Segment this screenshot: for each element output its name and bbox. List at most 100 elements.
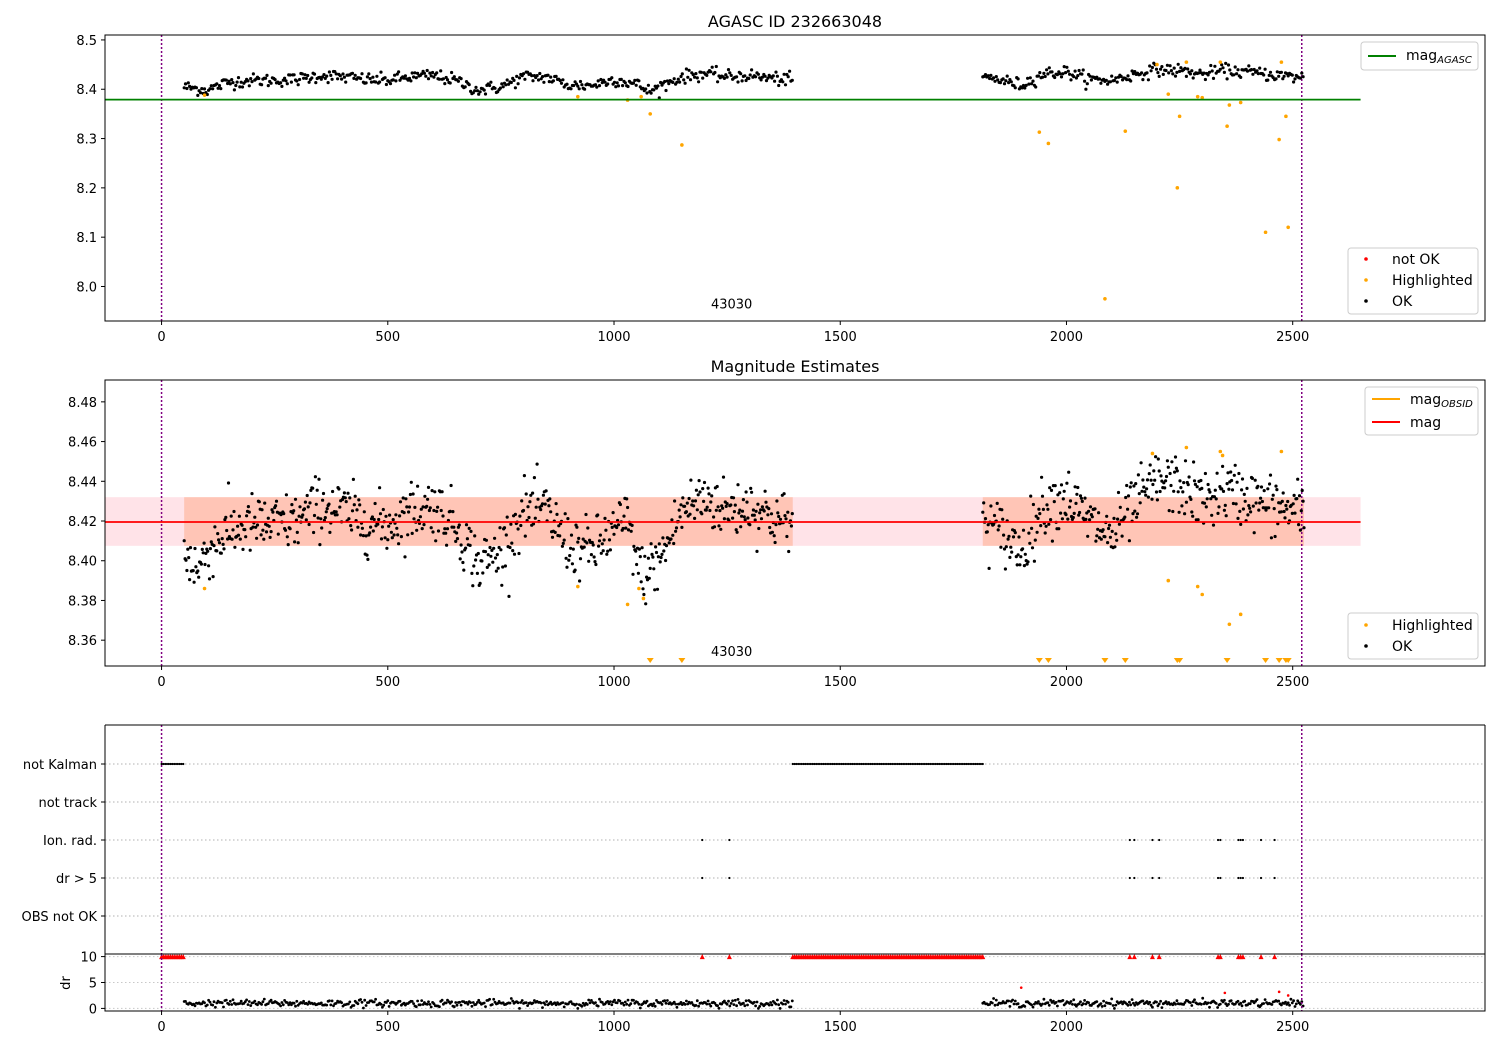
p3-flag-point bbox=[950, 762, 954, 766]
p2-ok-point bbox=[584, 512, 588, 517]
p4-dr-ok-point bbox=[1133, 1003, 1137, 1007]
p4-dr-ok-point bbox=[208, 1000, 212, 1004]
p2-ok-point bbox=[1058, 491, 1062, 495]
p4-dr-ok-point bbox=[784, 1002, 787, 1006]
p4-dr-ok-point bbox=[509, 997, 513, 1000]
p2-ok-point bbox=[987, 566, 991, 571]
p1-ok-point bbox=[1050, 70, 1054, 74]
p4-dr-capped-marker bbox=[699, 954, 705, 960]
p2-ok-point bbox=[308, 501, 312, 505]
p1-ok-point bbox=[994, 75, 998, 79]
p4-dr-ok-point bbox=[585, 1003, 589, 1006]
p4-dr-ok-point bbox=[292, 1001, 296, 1005]
p2-ok-point bbox=[191, 569, 195, 573]
p2-ok-point bbox=[680, 525, 684, 530]
p3-flag-point bbox=[169, 762, 172, 766]
p1-ok-point bbox=[303, 73, 307, 77]
p4-dr-ok-point bbox=[262, 997, 266, 1001]
p1-ok-point bbox=[402, 76, 406, 80]
p1-ok-point bbox=[1133, 70, 1137, 74]
p2-ok-point bbox=[404, 497, 408, 501]
p1-ok-point bbox=[483, 92, 488, 96]
p1-ok-point bbox=[551, 79, 556, 83]
p2-ok-point bbox=[1108, 535, 1112, 539]
p2-ok-point bbox=[528, 500, 532, 504]
p2-ok-point bbox=[1171, 509, 1175, 514]
p2-ok-point bbox=[706, 486, 710, 490]
p3-flag-point bbox=[976, 762, 979, 766]
p3-flag-point bbox=[900, 762, 903, 766]
p4-dr-ok-point bbox=[420, 999, 424, 1002]
p2-ok-point bbox=[267, 524, 271, 528]
p4-dr-ok-point bbox=[767, 1003, 771, 1007]
p3-flag-point bbox=[701, 876, 704, 880]
p2-ok-point bbox=[1154, 490, 1159, 494]
p3-flag-point bbox=[1151, 876, 1154, 880]
p2-ok-point bbox=[1190, 510, 1194, 514]
p3-flag-point bbox=[941, 762, 945, 766]
p1-ok-point bbox=[679, 74, 683, 79]
p1-ok-point bbox=[412, 75, 416, 79]
p2-legend-line-label: mag bbox=[1410, 415, 1441, 431]
p2-ok-point bbox=[578, 579, 582, 583]
p3-flag-point bbox=[916, 762, 919, 766]
p2-ok-point bbox=[240, 523, 244, 527]
p1-ok-point bbox=[1040, 75, 1045, 79]
p1-ok-point bbox=[306, 73, 310, 78]
p4-dr-ok-point bbox=[402, 1001, 406, 1005]
p2-ok-point bbox=[461, 560, 465, 565]
p2-ok-point bbox=[224, 515, 228, 520]
p4-dr-ok-point bbox=[1296, 999, 1300, 1003]
p1-ok-point bbox=[603, 80, 607, 84]
p2-ok-point bbox=[303, 500, 307, 504]
p2-ok-point bbox=[1116, 517, 1120, 521]
p3-flag-point bbox=[902, 762, 905, 766]
p2-ok-point bbox=[194, 565, 198, 569]
p1-ok-point bbox=[334, 72, 338, 76]
p1-ok-point bbox=[188, 84, 192, 88]
p4-dr-ok-point bbox=[782, 999, 786, 1002]
p2-ok-point bbox=[325, 507, 329, 511]
p3-flag-point bbox=[818, 762, 821, 766]
p2-ok-point bbox=[196, 569, 200, 573]
p2-highlighted-below-marker bbox=[1262, 658, 1270, 663]
p2-ok-point bbox=[651, 555, 655, 559]
p1-ok-point bbox=[1268, 70, 1273, 74]
p2-ok-point bbox=[691, 499, 695, 503]
p1-ok-point bbox=[1148, 64, 1152, 68]
p2-ok-point bbox=[715, 484, 719, 489]
p2-ok-point bbox=[1302, 526, 1306, 530]
p2-ok-point bbox=[1259, 485, 1264, 489]
p1-ok-point bbox=[403, 74, 407, 78]
p1-ok-point bbox=[1171, 72, 1175, 76]
p3-flag-point bbox=[840, 762, 843, 766]
p2-ok-point bbox=[473, 534, 477, 538]
p1-ok-point bbox=[1285, 72, 1289, 76]
p2-ok-point bbox=[1067, 470, 1071, 474]
p1-ok-point bbox=[359, 76, 363, 81]
p1-ok-point bbox=[728, 71, 732, 75]
p1-ok-point bbox=[1286, 74, 1290, 78]
p4-dr-ok-point bbox=[683, 1003, 687, 1006]
p2-ok-point bbox=[259, 533, 263, 537]
p4-dr-ok-point bbox=[477, 998, 481, 1002]
p1-ok-point bbox=[750, 68, 754, 72]
p4-dr-ok-point bbox=[516, 1001, 520, 1005]
p3-flag-point bbox=[911, 762, 914, 766]
p2-ok-point bbox=[496, 566, 500, 570]
p4-dr-capped-marker bbox=[1156, 954, 1162, 960]
p4-dr-ok-point bbox=[1049, 998, 1052, 1002]
p1-ok-point bbox=[646, 83, 651, 87]
p1-ok-point bbox=[1210, 69, 1214, 73]
p4-dr-ok-point bbox=[203, 1001, 206, 1005]
p1-ok-point bbox=[535, 74, 539, 78]
p2-ok-point bbox=[746, 516, 750, 520]
p1-ok-point bbox=[1292, 80, 1296, 84]
p1-ok-point bbox=[310, 76, 314, 80]
p1-ok-point bbox=[546, 73, 550, 77]
p2-ok-point bbox=[1128, 485, 1132, 489]
p3-flag-point bbox=[972, 762, 975, 766]
p4-dr-ok-point bbox=[382, 1003, 386, 1007]
p2-ok-point bbox=[517, 551, 521, 556]
p2-ok-point bbox=[219, 551, 223, 555]
